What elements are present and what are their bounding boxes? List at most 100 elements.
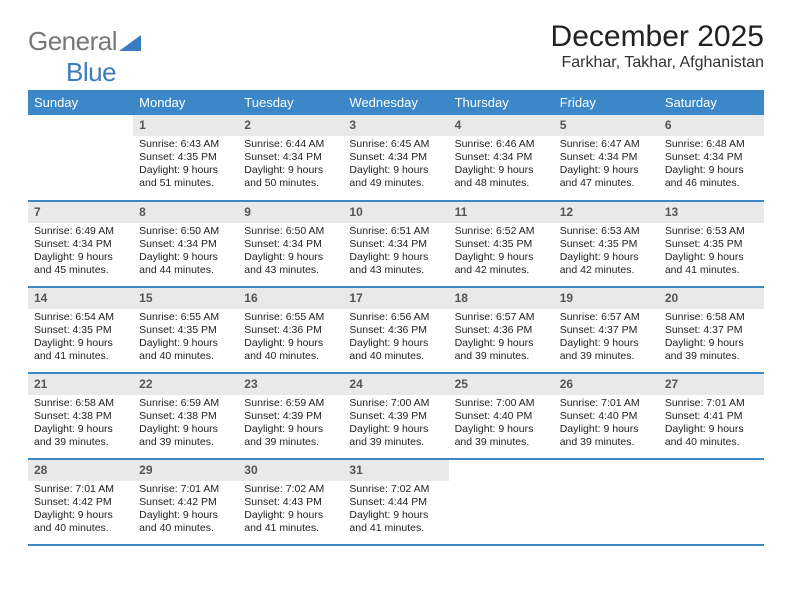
logo: General Blue xyxy=(28,20,143,88)
daylight-line: Daylight: 9 hours and 48 minutes. xyxy=(455,164,548,190)
day-number: 24 xyxy=(343,374,448,395)
calendar-cell: 16Sunrise: 6:55 AMSunset: 4:36 PMDayligh… xyxy=(238,287,343,373)
calendar-table: Sunday Monday Tuesday Wednesday Thursday… xyxy=(28,90,764,546)
calendar-cell: 11Sunrise: 6:52 AMSunset: 4:35 PMDayligh… xyxy=(449,201,554,287)
calendar-cell xyxy=(659,459,764,545)
calendar-cell: 13Sunrise: 6:53 AMSunset: 4:35 PMDayligh… xyxy=(659,201,764,287)
sunrise-line: Sunrise: 6:59 AM xyxy=(139,397,232,410)
daylight-line: Daylight: 9 hours and 40 minutes. xyxy=(139,509,232,535)
sunrise-line: Sunrise: 6:49 AM xyxy=(34,225,127,238)
weekday-header: Wednesday xyxy=(343,90,448,115)
calendar-cell: 30Sunrise: 7:02 AMSunset: 4:43 PMDayligh… xyxy=(238,459,343,545)
logo-text: General Blue xyxy=(28,26,143,88)
day-number: 12 xyxy=(554,202,659,223)
daylight-line: Daylight: 9 hours and 39 minutes. xyxy=(455,337,548,363)
sunset-line: Sunset: 4:35 PM xyxy=(665,238,758,251)
day-number: 23 xyxy=(238,374,343,395)
day-body: Sunrise: 6:47 AMSunset: 4:34 PMDaylight:… xyxy=(554,136,659,195)
sunrise-line: Sunrise: 6:43 AM xyxy=(139,138,232,151)
daylight-line: Daylight: 9 hours and 39 minutes. xyxy=(139,423,232,449)
day-number: 18 xyxy=(449,288,554,309)
sunrise-line: Sunrise: 6:45 AM xyxy=(349,138,442,151)
daylight-line: Daylight: 9 hours and 41 minutes. xyxy=(349,509,442,535)
calendar-cell: 12Sunrise: 6:53 AMSunset: 4:35 PMDayligh… xyxy=(554,201,659,287)
day-body: Sunrise: 6:56 AMSunset: 4:36 PMDaylight:… xyxy=(343,309,448,368)
sunset-line: Sunset: 4:34 PM xyxy=(34,238,127,251)
sunset-line: Sunset: 4:35 PM xyxy=(560,238,653,251)
calendar-cell xyxy=(449,459,554,545)
sunrise-line: Sunrise: 6:50 AM xyxy=(244,225,337,238)
sunset-line: Sunset: 4:34 PM xyxy=(244,151,337,164)
weekday-header: Tuesday xyxy=(238,90,343,115)
day-body: Sunrise: 6:44 AMSunset: 4:34 PMDaylight:… xyxy=(238,136,343,195)
day-body: Sunrise: 6:54 AMSunset: 4:35 PMDaylight:… xyxy=(28,309,133,368)
sunset-line: Sunset: 4:40 PM xyxy=(455,410,548,423)
weekday-header: Sunday xyxy=(28,90,133,115)
calendar-cell: 10Sunrise: 6:51 AMSunset: 4:34 PMDayligh… xyxy=(343,201,448,287)
page-title: December 2025 xyxy=(551,20,764,54)
sunrise-line: Sunrise: 7:01 AM xyxy=(560,397,653,410)
sunrise-line: Sunrise: 6:57 AM xyxy=(455,311,548,324)
day-body: Sunrise: 6:53 AMSunset: 4:35 PMDaylight:… xyxy=(659,223,764,282)
daylight-line: Daylight: 9 hours and 46 minutes. xyxy=(665,164,758,190)
calendar-row: 21Sunrise: 6:58 AMSunset: 4:38 PMDayligh… xyxy=(28,373,764,459)
day-body: Sunrise: 6:57 AMSunset: 4:37 PMDaylight:… xyxy=(554,309,659,368)
daylight-line: Daylight: 9 hours and 39 minutes. xyxy=(455,423,548,449)
daylight-line: Daylight: 9 hours and 49 minutes. xyxy=(349,164,442,190)
day-number: 2 xyxy=(238,115,343,136)
day-number: 7 xyxy=(28,202,133,223)
day-number: 20 xyxy=(659,288,764,309)
day-number: 31 xyxy=(343,460,448,481)
calendar-cell: 27Sunrise: 7:01 AMSunset: 4:41 PMDayligh… xyxy=(659,373,764,459)
daylight-line: Daylight: 9 hours and 40 minutes. xyxy=(244,337,337,363)
day-number: 13 xyxy=(659,202,764,223)
daylight-line: Daylight: 9 hours and 42 minutes. xyxy=(560,251,653,277)
day-body: Sunrise: 6:58 AMSunset: 4:38 PMDaylight:… xyxy=(28,395,133,454)
calendar-cell: 6Sunrise: 6:48 AMSunset: 4:34 PMDaylight… xyxy=(659,115,764,201)
weekday-header: Friday xyxy=(554,90,659,115)
day-body: Sunrise: 6:55 AMSunset: 4:36 PMDaylight:… xyxy=(238,309,343,368)
day-body: Sunrise: 6:51 AMSunset: 4:34 PMDaylight:… xyxy=(343,223,448,282)
daylight-line: Daylight: 9 hours and 43 minutes. xyxy=(349,251,442,277)
daylight-line: Daylight: 9 hours and 40 minutes. xyxy=(34,509,127,535)
sunrise-line: Sunrise: 6:47 AM xyxy=(560,138,653,151)
weekday-header-row: Sunday Monday Tuesday Wednesday Thursday… xyxy=(28,90,764,115)
sunset-line: Sunset: 4:36 PM xyxy=(244,324,337,337)
daylight-line: Daylight: 9 hours and 40 minutes. xyxy=(349,337,442,363)
sunrise-line: Sunrise: 6:55 AM xyxy=(244,311,337,324)
sunset-line: Sunset: 4:40 PM xyxy=(560,410,653,423)
sunset-line: Sunset: 4:35 PM xyxy=(139,151,232,164)
sunset-line: Sunset: 4:39 PM xyxy=(244,410,337,423)
day-body: Sunrise: 7:02 AMSunset: 4:43 PMDaylight:… xyxy=(238,481,343,540)
day-number: 21 xyxy=(28,374,133,395)
day-number: 25 xyxy=(449,374,554,395)
calendar-cell xyxy=(554,459,659,545)
sunset-line: Sunset: 4:42 PM xyxy=(139,496,232,509)
calendar-cell: 18Sunrise: 6:57 AMSunset: 4:36 PMDayligh… xyxy=(449,287,554,373)
sunset-line: Sunset: 4:37 PM xyxy=(560,324,653,337)
sunrise-line: Sunrise: 7:01 AM xyxy=(139,483,232,496)
day-body: Sunrise: 6:55 AMSunset: 4:35 PMDaylight:… xyxy=(133,309,238,368)
sunset-line: Sunset: 4:35 PM xyxy=(139,324,232,337)
day-body: Sunrise: 6:53 AMSunset: 4:35 PMDaylight:… xyxy=(554,223,659,282)
sunset-line: Sunset: 4:34 PM xyxy=(560,151,653,164)
header: General Blue December 2025 Farkhar, Takh… xyxy=(28,20,764,88)
sunset-line: Sunset: 4:41 PM xyxy=(665,410,758,423)
calendar-cell xyxy=(28,115,133,201)
sunrise-line: Sunrise: 6:52 AM xyxy=(455,225,548,238)
day-number: 9 xyxy=(238,202,343,223)
sunrise-line: Sunrise: 6:53 AM xyxy=(560,225,653,238)
calendar-cell: 26Sunrise: 7:01 AMSunset: 4:40 PMDayligh… xyxy=(554,373,659,459)
weekday-header: Saturday xyxy=(659,90,764,115)
calendar-cell: 19Sunrise: 6:57 AMSunset: 4:37 PMDayligh… xyxy=(554,287,659,373)
daylight-line: Daylight: 9 hours and 41 minutes. xyxy=(665,251,758,277)
weekday-header: Monday xyxy=(133,90,238,115)
day-number: 11 xyxy=(449,202,554,223)
sunset-line: Sunset: 4:36 PM xyxy=(349,324,442,337)
calendar-cell: 22Sunrise: 6:59 AMSunset: 4:38 PMDayligh… xyxy=(133,373,238,459)
day-number: 19 xyxy=(554,288,659,309)
calendar-cell: 14Sunrise: 6:54 AMSunset: 4:35 PMDayligh… xyxy=(28,287,133,373)
day-body: Sunrise: 6:59 AMSunset: 4:38 PMDaylight:… xyxy=(133,395,238,454)
calendar-cell: 31Sunrise: 7:02 AMSunset: 4:44 PMDayligh… xyxy=(343,459,448,545)
sunrise-line: Sunrise: 6:50 AM xyxy=(139,225,232,238)
